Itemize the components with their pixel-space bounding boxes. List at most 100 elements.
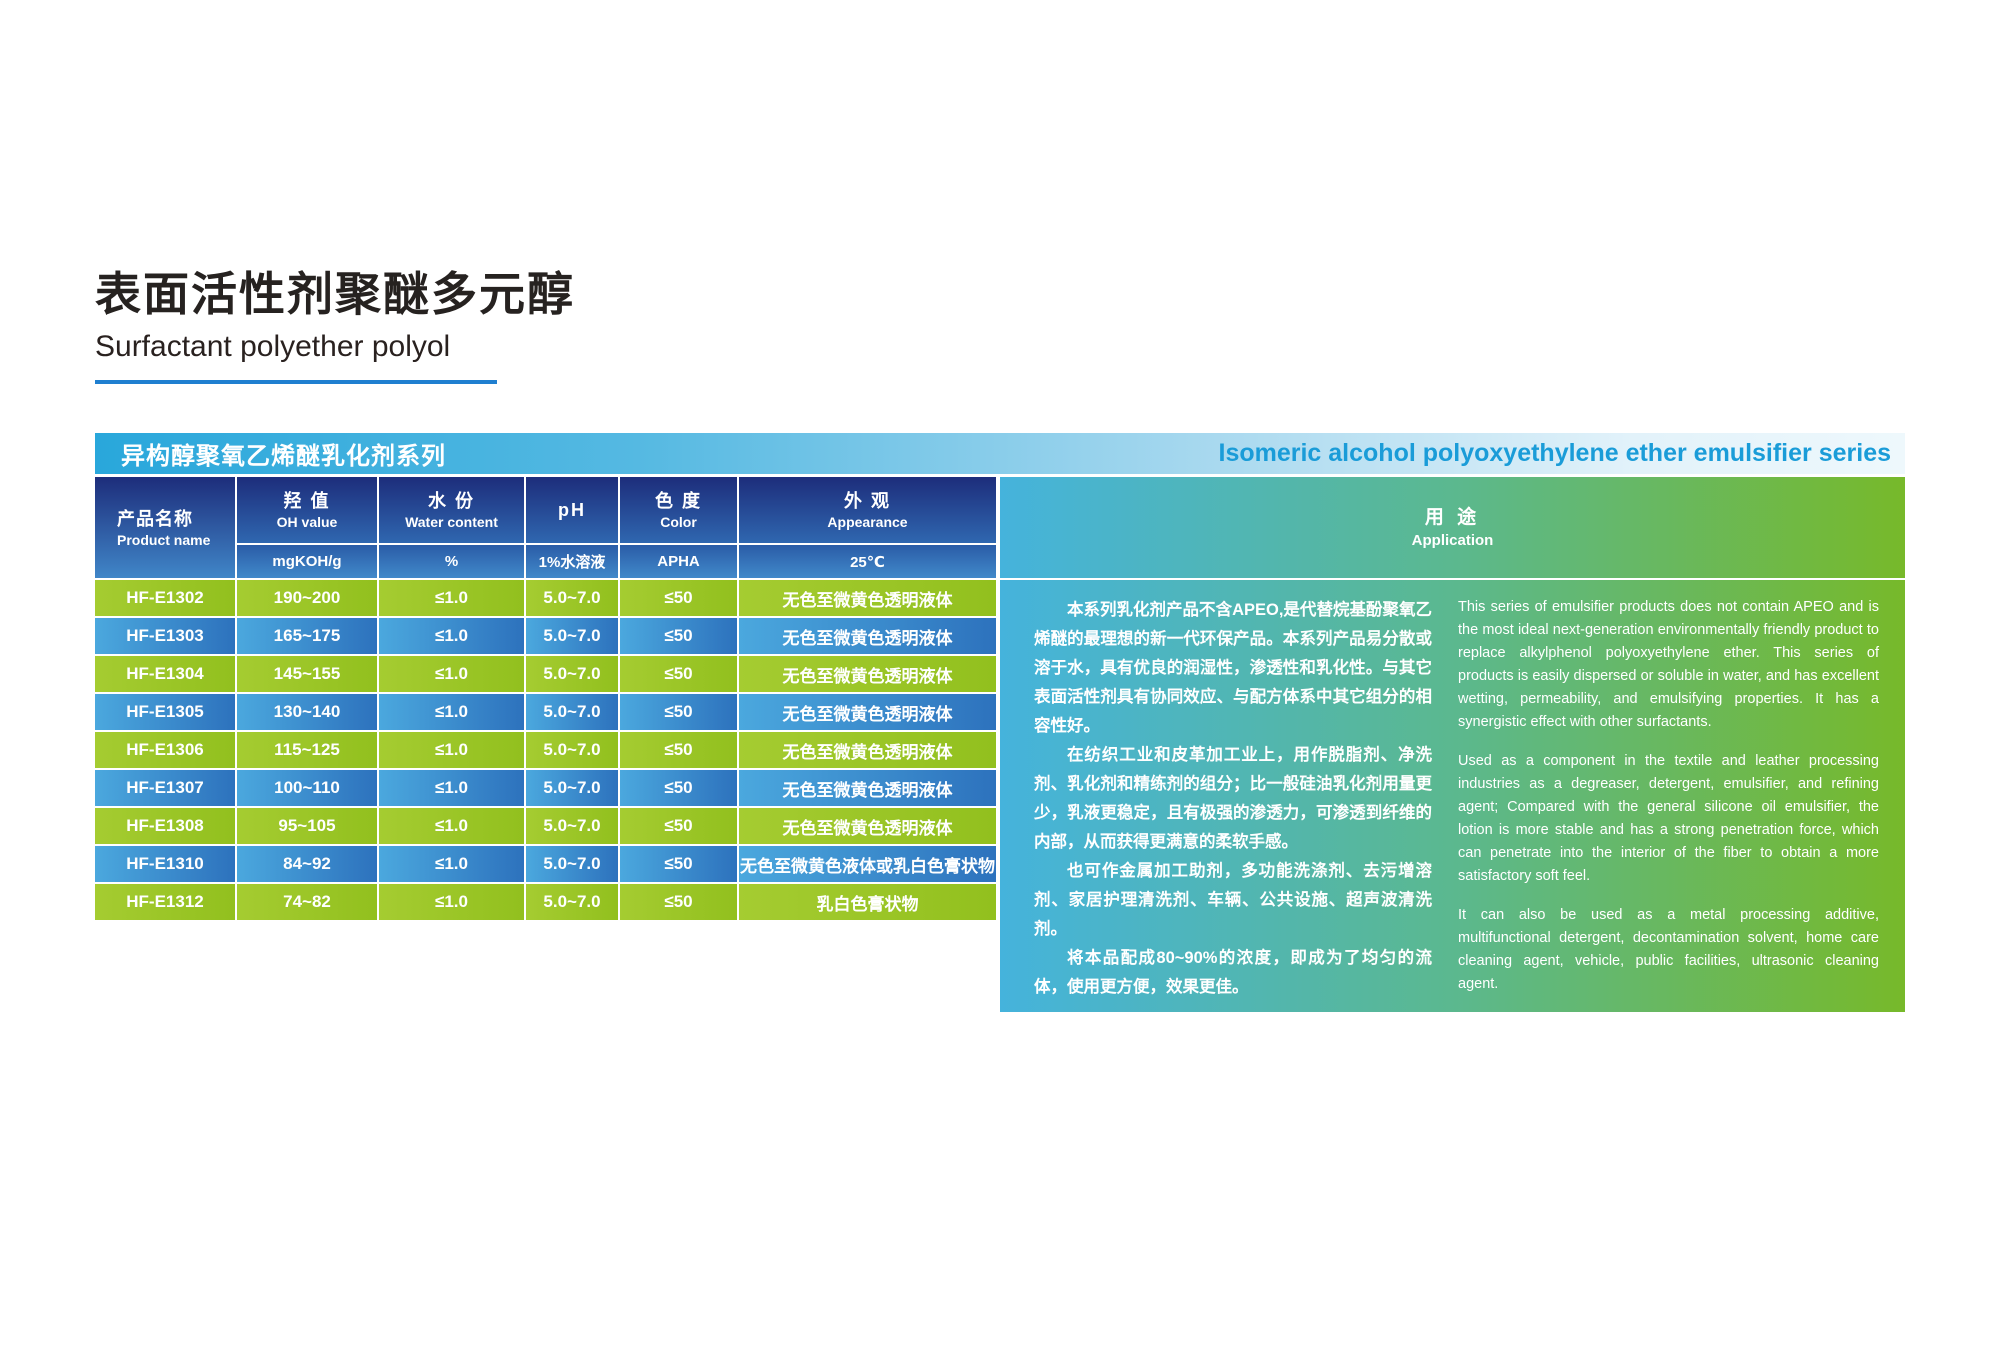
column-label-zh: 羟 值 [283,491,331,511]
application-body: 本系列乳化剂产品不含APEO,是代替烷基酚聚氧乙烯醚的最理想的新一代环保产品。本… [1000,580,1905,1012]
cell-water-content: ≤1.0 [379,808,524,844]
cell-oh-value: 84~92 [237,846,377,882]
series-banner: 异构醇聚氧乙烯醚乳化剂系列 Isomeric alcohol polyoxyet… [95,433,1905,474]
cell-color: ≤50 [620,770,737,806]
cell-oh-value: 115~125 [237,732,377,768]
page-title: 表面活性剂聚醚多元醇 [95,268,575,320]
cell-ph: 5.0~7.0 [526,732,618,768]
cell-appearance: 无色至微黄色透明液体 [739,732,996,768]
column-header-ph: pH [526,477,618,543]
table-row: HF-E1306 115~125 ≤1.0 5.0~7.0 ≤50 无色至微黄色… [95,732,998,768]
spec-table: 产品名称 Product name 羟 值 OH value 水 份 Water… [95,477,1905,1012]
application-paragraph-zh: 将本品配成80~90%的浓度，即成为了均匀的流体，使用更方便，效果更佳。 [1034,949,1432,996]
cell-appearance: 无色至微黄色透明液体 [739,618,996,654]
application-column: 用 途 Application 本系列乳化剂产品不含APEO,是代替烷基酚聚氧乙… [1000,477,1905,1012]
cell-ph: 5.0~7.0 [526,656,618,692]
application-paragraph-en: Used as a component in the textile and l… [1458,753,1879,884]
title-block: 表面活性剂聚醚多元醇 Surfactant polyether polyol [95,268,575,384]
application-header-en: Application [1411,531,1494,549]
cell-water-content: ≤1.0 [379,846,524,882]
column-label-zh: 水 份 [427,491,475,511]
table-row: HF-E1304 145~155 ≤1.0 5.0~7.0 ≤50 无色至微黄色… [95,656,998,692]
unit-cell-water-content: % [379,545,524,578]
column-header-color: 色 度 Color [620,477,737,543]
cell-appearance: 无色至微黄色透明液体 [739,808,996,844]
table-row: HF-E1312 74~82 ≤1.0 5.0~7.0 ≤50 乳白色膏状物 [95,884,998,920]
page-subtitle: Surfactant polyether polyol [95,330,451,363]
column-label-zh: pH [558,500,586,520]
table-row: HF-E1308 95~105 ≤1.0 5.0~7.0 ≤50 无色至微黄色透… [95,808,998,844]
cell-color: ≤50 [620,846,737,882]
cell-color: ≤50 [620,884,737,920]
application-paragraph-en: This series of emulsifier products does … [1458,599,1879,730]
application-paragraph-zh: 在纺织工业和皮革加工业上，用作脱脂剂、净洗剂、乳化剂和精练剂的组分；比一般硅油乳… [1034,746,1432,851]
series-title-en: Isomeric alcohol polyoxyethylene ether e… [1218,439,1892,467]
unit-cell-oh-value: mgKOH/g [237,545,377,578]
application-text-zh: 本系列乳化剂产品不含APEO,是代替烷基酚聚氧乙烯醚的最理想的新一代环保产品。本… [1034,596,1432,1012]
table-row: HF-E1302 190~200 ≤1.0 5.0~7.0 ≤50 无色至微黄色… [95,580,998,616]
cell-color: ≤50 [620,618,737,654]
cell-product-name: HF-E1310 [95,846,235,882]
spec-columns: 产品名称 Product name 羟 值 OH value 水 份 Water… [95,477,998,1012]
application-text-en: This series of emulsifier products does … [1458,596,1879,1012]
column-label-en: Water content [405,514,498,530]
table-row: HF-E1310 84~92 ≤1.0 5.0~7.0 ≤50 无色至微黄色液体… [95,846,998,882]
cell-appearance: 乳白色膏状物 [739,884,996,920]
column-label-zh: 色 度 [654,491,702,511]
cell-water-content: ≤1.0 [379,770,524,806]
cell-water-content: ≤1.0 [379,656,524,692]
spec-header: 产品名称 Product name 羟 值 OH value 水 份 Water… [95,477,998,578]
cell-oh-value: 74~82 [237,884,377,920]
column-header-oh-value: 羟 值 OH value [237,477,377,543]
cell-appearance: 无色至微黄色透明液体 [739,770,996,806]
cell-water-content: ≤1.0 [379,694,524,730]
cell-ph: 5.0~7.0 [526,694,618,730]
cell-oh-value: 100~110 [237,770,377,806]
cell-water-content: ≤1.0 [379,580,524,616]
cell-oh-value: 190~200 [237,580,377,616]
column-header-product-name: 产品名称 Product name [95,477,235,578]
column-header-appearance: 外 观 Appearance [739,477,996,543]
cell-appearance: 无色至微黄色透明液体 [739,580,996,616]
application-paragraph-en: It can also be used as a metal processin… [1458,907,1879,992]
table-row: HF-E1303 165~175 ≤1.0 5.0~7.0 ≤50 无色至微黄色… [95,618,998,654]
column-label-en: OH value [276,514,338,530]
application-divider [1000,578,1905,580]
cell-oh-value: 130~140 [237,694,377,730]
unit-cell-appearance: 25℃ [739,545,996,578]
cell-product-name: HF-E1308 [95,808,235,844]
application-header: 用 途 Application [1000,477,1905,578]
application-header-zh: 用 途 [1424,506,1481,528]
column-label-en: Color [660,514,697,530]
cell-oh-value: 145~155 [237,656,377,692]
cell-oh-value: 165~175 [237,618,377,654]
cell-product-name: HF-E1306 [95,732,235,768]
cell-appearance: 无色至微黄色透明液体 [739,694,996,730]
cell-color: ≤50 [620,732,737,768]
cell-ph: 5.0~7.0 [526,770,618,806]
cell-color: ≤50 [620,694,737,730]
product-sheet: 异构醇聚氧乙烯醚乳化剂系列 Isomeric alcohol polyoxyet… [95,433,1905,1012]
cell-color: ≤50 [620,580,737,616]
column-header-water-content: 水 份 Water content [379,477,524,543]
cell-product-name: HF-E1302 [95,580,235,616]
cell-appearance: 无色至微黄色透明液体 [739,656,996,692]
cell-product-name: HF-E1307 [95,770,235,806]
cell-water-content: ≤1.0 [379,884,524,920]
cell-ph: 5.0~7.0 [526,580,618,616]
cell-water-content: ≤1.0 [379,732,524,768]
cell-color: ≤50 [620,808,737,844]
cell-color: ≤50 [620,656,737,692]
application-paragraph-zh: 也可作金属加工助剂，多功能洗涤剂、去污增溶剂、家居护理清洗剂、车辆、公共设施、超… [1034,862,1432,938]
title-underline [95,380,497,384]
table-row: HF-E1307 100~110 ≤1.0 5.0~7.0 ≤50 无色至微黄色… [95,770,998,806]
table-row: HF-E1305 130~140 ≤1.0 5.0~7.0 ≤50 无色至微黄色… [95,694,998,730]
cell-ph: 5.0~7.0 [526,618,618,654]
cell-appearance: 无色至微黄色液体或乳白色膏状物 [739,846,996,882]
column-label-zh: 外 观 [843,491,891,511]
cell-water-content: ≤1.0 [379,618,524,654]
application-paragraph-zh: 本系列乳化剂产品不含APEO,是代替烷基酚聚氧乙烯醚的最理想的新一代环保产品。本… [1034,601,1432,735]
cell-product-name: HF-E1304 [95,656,235,692]
column-label-en: Appearance [827,514,908,530]
